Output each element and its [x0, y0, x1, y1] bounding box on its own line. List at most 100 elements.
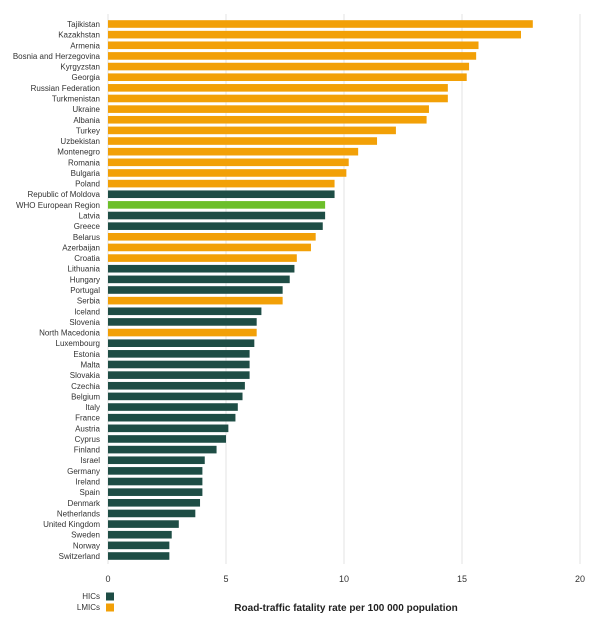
x-axis-ticks: 0 5 10 15 20 — [105, 574, 585, 584]
category-label: Switzerland — [59, 552, 100, 561]
bar — [108, 296, 283, 305]
bar — [108, 115, 427, 124]
category-label: Bulgaria — [71, 169, 101, 178]
category-label: Hungary — [70, 275, 100, 284]
bar — [108, 158, 349, 167]
bar — [108, 435, 226, 443]
category-label: Israel — [80, 456, 100, 465]
bar — [108, 137, 378, 145]
bar — [108, 424, 229, 433]
bar — [108, 105, 429, 113]
bar — [108, 530, 172, 539]
category-label: Romania — [68, 158, 101, 167]
bar — [108, 52, 477, 60]
bar — [108, 20, 533, 28]
bar — [108, 339, 255, 347]
category-label: Republic of Moldova — [28, 190, 101, 199]
category-label: Albania — [73, 116, 100, 125]
bar — [108, 254, 297, 262]
bar — [108, 403, 238, 411]
bar — [108, 126, 396, 135]
category-label: Latvia — [79, 212, 101, 221]
bar — [108, 413, 236, 422]
category-label: Norway — [73, 541, 100, 550]
category-label: Tajikistan — [67, 20, 100, 29]
category-label: Uzbekistan — [60, 137, 100, 146]
bar — [108, 392, 243, 401]
category-label: Kazakhstan — [58, 31, 100, 40]
legend-label: HICs — [82, 592, 100, 601]
bar — [108, 477, 203, 486]
category-label: France — [75, 414, 100, 423]
category-label: Bosnia and Herzegovina — [13, 52, 101, 61]
bar — [108, 488, 203, 496]
category-label: Portugal — [70, 286, 100, 295]
category-label: Spain — [80, 488, 100, 497]
bar — [108, 30, 521, 39]
category-label: Luxembourg — [56, 339, 100, 348]
bar — [108, 467, 203, 475]
category-label: WHO European Region — [16, 201, 100, 210]
category-label: Croatia — [74, 254, 100, 263]
category-label: Belgium — [71, 392, 100, 401]
category-label: United Kingdom — [43, 520, 100, 529]
bar — [108, 350, 250, 358]
bar — [108, 275, 290, 284]
bar — [108, 84, 448, 92]
bar — [108, 318, 257, 326]
category-label: Slovakia — [70, 371, 101, 380]
bar — [108, 541, 170, 550]
bar — [108, 201, 326, 209]
x-tick-label: 20 — [575, 574, 585, 584]
category-label: Belarus — [73, 233, 100, 242]
category-label: Germany — [67, 467, 100, 476]
bar — [108, 179, 335, 188]
bar — [108, 307, 262, 316]
category-label: Cyprus — [75, 435, 100, 444]
category-label: Turkmenistan — [52, 94, 100, 103]
category-label: Finland — [74, 446, 100, 455]
bar — [108, 456, 205, 465]
category-label: Montenegro — [57, 148, 100, 157]
category-label: Greece — [74, 222, 101, 231]
bar — [108, 328, 257, 337]
category-label: Ukraine — [72, 105, 100, 114]
bars — [108, 20, 533, 560]
category-label: Netherlands — [57, 509, 100, 518]
bar — [108, 73, 467, 81]
category-label: Poland — [75, 180, 100, 189]
bar — [108, 41, 479, 50]
legend-label: LMICs — [77, 603, 100, 612]
bar — [108, 264, 295, 273]
category-label: Malta — [80, 360, 100, 369]
category-label: Sweden — [71, 531, 100, 540]
bar — [108, 360, 250, 369]
category-label: Serbia — [77, 297, 101, 306]
category-label: Armenia — [70, 41, 100, 50]
legend: HICs LMICs — [77, 592, 114, 612]
x-tick-label: 0 — [105, 574, 110, 584]
category-label: Denmark — [68, 499, 101, 508]
category-label: Kyrgyzstan — [60, 63, 100, 72]
bar — [108, 222, 323, 230]
bar — [108, 552, 170, 560]
x-tick-label: 5 — [223, 574, 228, 584]
bar — [108, 520, 179, 528]
bar — [108, 233, 316, 241]
category-label: Georgia — [72, 73, 101, 82]
category-label: Iceland — [74, 307, 100, 316]
category-label: Azerbaijan — [62, 243, 100, 252]
bar — [108, 286, 283, 294]
category-label: Czechia — [71, 382, 100, 391]
legend-swatch — [106, 603, 114, 612]
x-axis-label: Road-traffic fatality rate per 100 000 p… — [234, 603, 457, 614]
bar — [108, 499, 201, 507]
bar — [108, 381, 245, 390]
bar — [108, 169, 347, 177]
bar — [108, 211, 326, 220]
bar — [108, 62, 470, 71]
category-label: North Macedonia — [39, 329, 100, 338]
